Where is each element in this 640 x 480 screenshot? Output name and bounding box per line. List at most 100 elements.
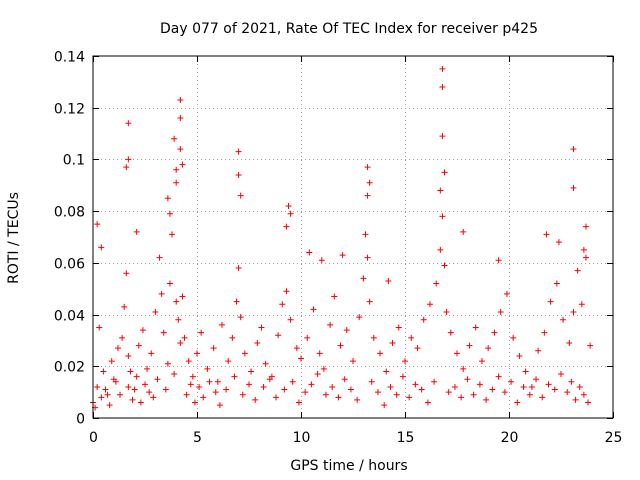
data-point (181, 334, 188, 341)
data-point (198, 329, 205, 336)
data-point (179, 293, 186, 300)
data-point (183, 391, 190, 398)
data-point (117, 391, 124, 398)
data-point (248, 368, 255, 375)
data-point (560, 316, 567, 323)
data-point (520, 383, 527, 390)
data-point (98, 244, 105, 251)
data-point (347, 386, 354, 393)
data-point (241, 350, 248, 357)
data-point (489, 386, 496, 393)
data-point (233, 298, 240, 305)
data-point (169, 231, 176, 238)
data-point (295, 399, 302, 406)
data-point (104, 391, 111, 398)
data-point (418, 386, 425, 393)
data-point (580, 246, 587, 253)
data-point (420, 316, 427, 323)
data-point (555, 239, 562, 246)
y-tick-label: 0.08 (54, 205, 85, 221)
data-point (218, 321, 225, 328)
data-point (177, 340, 184, 347)
data-point (175, 316, 182, 323)
data-point (362, 231, 369, 238)
data-point (439, 65, 446, 72)
data-point (281, 386, 288, 393)
data-point (164, 360, 171, 367)
data-point (171, 135, 178, 142)
data-point (364, 192, 371, 199)
data-point (194, 350, 200, 357)
data-point (368, 378, 375, 385)
data-point (441, 262, 448, 269)
data-point (580, 391, 587, 398)
data-point (237, 314, 244, 321)
data-point (166, 280, 173, 287)
data-point (166, 210, 173, 217)
data-point (570, 184, 577, 191)
data-point (439, 213, 446, 220)
data-point (572, 396, 579, 403)
data-point (229, 334, 236, 341)
data-point (535, 347, 542, 354)
data-point (337, 342, 344, 349)
data-point (162, 386, 169, 393)
data-point (582, 254, 589, 261)
data-point (287, 210, 294, 217)
data-point (402, 358, 408, 365)
data-point (160, 329, 167, 336)
data-point (516, 352, 523, 359)
data-point (252, 396, 259, 403)
y-tick-label: 0.06 (54, 257, 85, 273)
data-point (460, 365, 467, 372)
data-point (578, 301, 585, 308)
data-point (308, 381, 315, 388)
data-point (212, 389, 219, 396)
data-point (144, 365, 151, 372)
data-point (139, 327, 146, 334)
y-tick-label: 0.1 (63, 153, 85, 169)
data-point (566, 340, 573, 347)
data-point (260, 383, 267, 390)
data-point (235, 148, 242, 155)
data-point (335, 394, 342, 401)
data-point (393, 391, 400, 398)
data-point (370, 334, 377, 341)
data-point (206, 378, 213, 385)
data-point (306, 249, 313, 256)
data-point (558, 371, 564, 378)
data-point (94, 383, 101, 390)
data-point (146, 389, 153, 396)
data-point (131, 386, 138, 393)
tick-labels: 0 5 10 15 20 25 0 0.02 0.04 0.06 0.08 0.1 0.12 0.14 (54, 50, 623, 447)
data-point (293, 345, 300, 352)
data-point (123, 270, 130, 277)
data-point (491, 329, 498, 336)
data-point (196, 383, 203, 390)
data-point (121, 303, 128, 310)
data-point (283, 288, 290, 295)
y-tick-label: 0.12 (54, 102, 85, 118)
data-point (298, 355, 304, 362)
data-point (551, 386, 558, 393)
data-point (547, 298, 554, 305)
chart-title: Day 077 of 2021, Rate Of TEC Index for r… (160, 21, 538, 37)
data-point (225, 358, 232, 365)
data-point (262, 360, 269, 367)
data-point (210, 345, 217, 352)
data-point (354, 396, 361, 403)
data-point (350, 358, 356, 365)
data-point (137, 399, 144, 406)
data-point (495, 373, 502, 380)
data-point (189, 373, 196, 380)
data-point (102, 386, 109, 393)
data-point (526, 391, 533, 398)
data-point (441, 169, 448, 176)
data-point (279, 301, 286, 308)
x-tick-label: 20 (501, 430, 519, 446)
data-point (564, 389, 571, 396)
data-point (235, 171, 242, 178)
data-point (568, 378, 575, 385)
data-point (316, 350, 323, 357)
